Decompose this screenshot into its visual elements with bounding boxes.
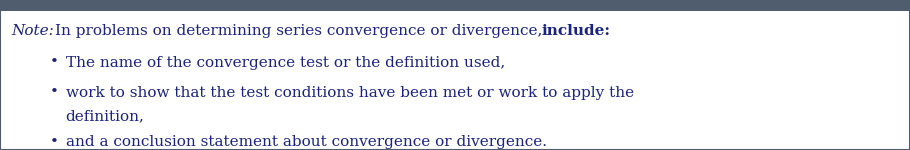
Text: •: • bbox=[50, 56, 59, 69]
Text: include:: include: bbox=[541, 24, 611, 38]
Bar bbox=[0, 0, 910, 11]
Text: work to show that the test conditions have been met or work to apply the: work to show that the test conditions ha… bbox=[66, 85, 633, 99]
Text: •: • bbox=[50, 85, 59, 99]
Text: The name of the convergence test or the definition used,: The name of the convergence test or the … bbox=[66, 56, 505, 69]
Text: and a conclusion statement about convergence or divergence.: and a conclusion statement about converg… bbox=[66, 135, 547, 149]
Text: •: • bbox=[50, 135, 59, 149]
Text: Note:: Note: bbox=[11, 24, 54, 38]
Text: definition,: definition, bbox=[66, 110, 145, 123]
Text: In problems on determining series convergence or divergence,: In problems on determining series conver… bbox=[55, 24, 542, 38]
